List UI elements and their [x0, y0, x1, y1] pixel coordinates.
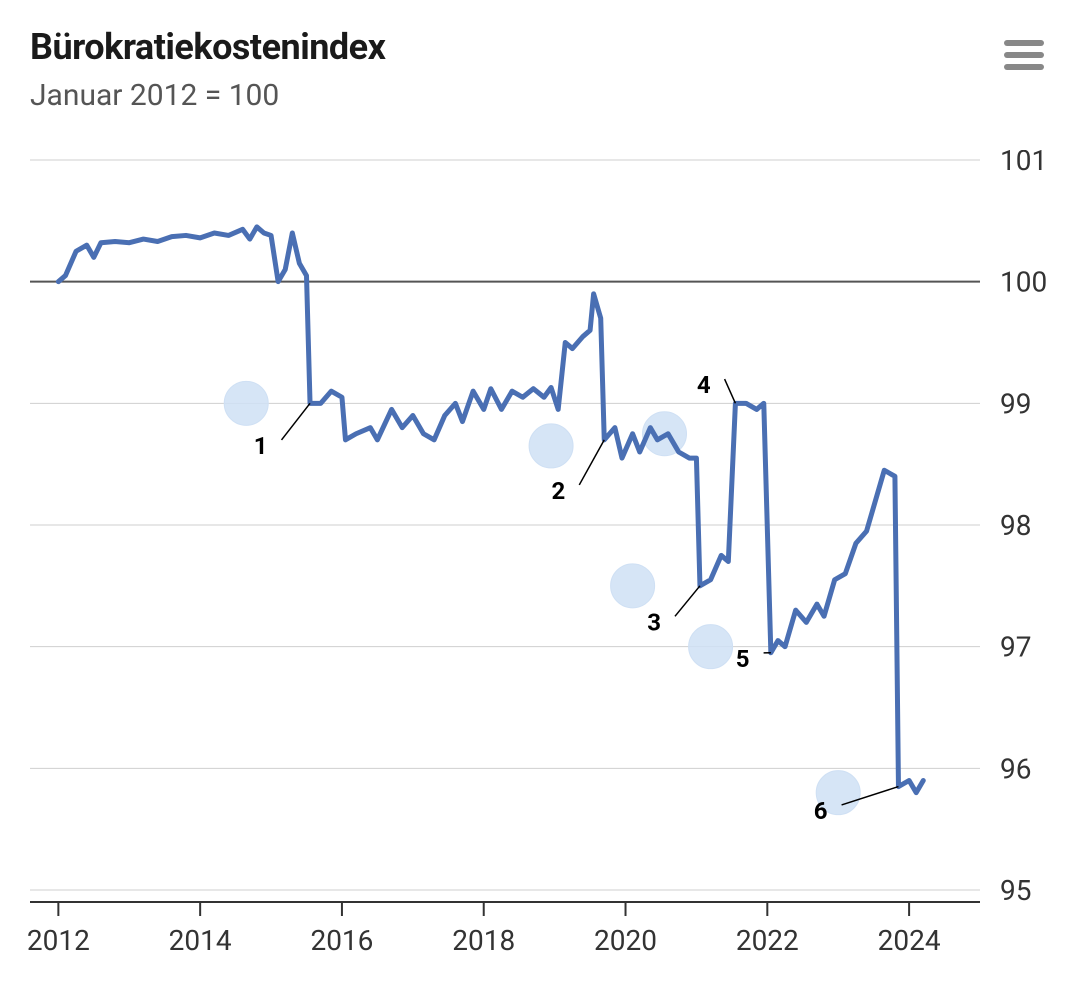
annotation-marker[interactable] [611, 564, 655, 608]
x-tick-label: 2018 [452, 924, 515, 957]
annotation-marker[interactable] [529, 424, 573, 468]
annotation-label: 6 [814, 797, 828, 825]
series-line [58, 227, 923, 793]
y-tick-label: 96 [1000, 752, 1031, 785]
annotation-marker[interactable] [224, 381, 268, 425]
chart-subtitle: Januar 2012 = 100 [30, 78, 1050, 113]
x-tick-label: 2020 [594, 924, 657, 957]
annotation-label: 5 [736, 645, 750, 673]
annotation-marker[interactable] [689, 625, 733, 669]
annotation-leader [725, 379, 736, 403]
annotation-label: 4 [697, 371, 711, 399]
menu-icon[interactable] [1004, 40, 1044, 70]
y-tick-label: 97 [1000, 631, 1031, 664]
y-tick-label: 95 [1000, 874, 1031, 907]
y-tick-label: 99 [1000, 387, 1031, 420]
x-tick-label: 2024 [878, 924, 941, 957]
chart-plot: 95 96 97 98 99 100 101 2012 2014 2016 2018 2020 2022… [20, 150, 1060, 970]
annotation-leader [579, 440, 604, 485]
annotation-leader [675, 586, 700, 617]
y-tick-label: 100 [1000, 266, 1047, 299]
chart-title: Bürokratiekostenindex [30, 26, 1050, 68]
y-tick-label: 98 [1000, 509, 1031, 542]
annotation-label: 1 [254, 432, 268, 460]
annotation-label: 3 [647, 608, 661, 636]
x-tick-label: 2022 [736, 924, 799, 957]
x-tick-label: 2016 [310, 924, 373, 957]
x-tick-label: 2012 [27, 924, 90, 957]
y-tick-label: 101 [1000, 150, 1047, 177]
x-tick-label: 2014 [169, 924, 232, 957]
annotation-leader [282, 403, 311, 440]
annotation-label: 2 [551, 477, 565, 505]
